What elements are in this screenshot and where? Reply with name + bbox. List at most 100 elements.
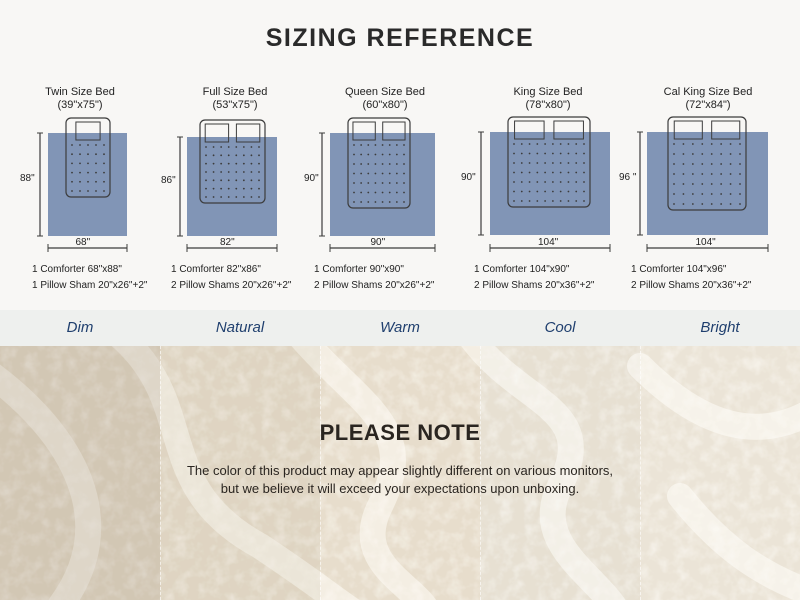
pillow-shape <box>352 121 376 141</box>
tuft-dot <box>513 200 515 202</box>
tuft-dot <box>95 153 97 156</box>
tuft-dot <box>353 163 355 165</box>
tone-label-dim: Dim <box>66 319 94 336</box>
comforter-shape <box>187 137 277 236</box>
tuft-dot <box>701 153 704 155</box>
tuft-dot <box>403 191 405 194</box>
tuft-dot <box>575 200 578 202</box>
tuft-dot <box>710 173 713 175</box>
tuft-dot <box>367 182 370 184</box>
bed-name: Cal King Size Bed <box>663 86 753 98</box>
tuft-dot <box>536 200 539 202</box>
tuft-dot <box>551 171 554 174</box>
tuft-dot <box>720 203 723 205</box>
note-heading: PLEASE NOTE <box>319 420 481 445</box>
tuft-dot <box>520 143 523 145</box>
tufted-texture <box>0 346 800 600</box>
tuft-dot <box>682 143 685 145</box>
tuft-dot <box>395 144 398 146</box>
tuft-dot <box>258 187 260 190</box>
tuft-dot <box>242 171 245 173</box>
tuft-dot <box>673 203 675 205</box>
tuft-dot <box>220 171 223 173</box>
page-title: SIZING REFERENCE <box>265 24 535 52</box>
tuft-dot <box>388 153 391 156</box>
tuft-dot <box>360 163 363 165</box>
tuft-dot <box>388 172 391 175</box>
tuft-dot <box>220 196 223 198</box>
tuft-dot <box>103 162 105 165</box>
tuft-dot <box>682 153 685 155</box>
tuft-dot <box>520 190 523 193</box>
tuft-dot <box>567 181 570 183</box>
tuft-dot <box>374 191 377 194</box>
tuft-dot <box>250 196 253 198</box>
tuft-dot <box>212 171 215 173</box>
tuft-dot <box>673 173 675 175</box>
bed-name: Twin Size Bed <box>45 86 115 98</box>
tuft-dot <box>374 144 377 146</box>
tuft-dot <box>544 190 547 193</box>
tuft-dot <box>701 163 704 165</box>
tuft-dot <box>258 162 260 165</box>
tuft-dot <box>520 181 523 183</box>
tuft-dot <box>227 196 230 198</box>
tuft-dot <box>95 171 97 174</box>
tuft-dot <box>575 152 578 155</box>
tuft-dot <box>583 152 585 155</box>
tuft-dot <box>583 162 585 164</box>
tuft-dot <box>79 162 81 165</box>
tuft-dot <box>227 179 230 182</box>
comforter-spec: 1 Comforter 68"x88" <box>32 264 122 275</box>
tuft-dot <box>528 162 531 164</box>
tuft-dot <box>79 190 81 192</box>
tuft-dot <box>729 153 732 155</box>
bed-outline <box>199 119 266 204</box>
tuft-dot <box>403 144 405 146</box>
tuft-dot <box>71 190 73 192</box>
tuft-dot <box>227 162 230 165</box>
tuft-dot <box>227 146 230 148</box>
height-label: 90" <box>461 171 476 183</box>
tuft-dot <box>87 190 89 192</box>
tuft-dot <box>353 182 355 184</box>
tuft-dot <box>381 191 384 194</box>
tuft-dot <box>673 153 675 155</box>
tuft-dot <box>691 163 694 165</box>
tuft-dot <box>87 162 89 165</box>
tuft-dot <box>258 196 260 198</box>
tuft-dot <box>720 153 723 155</box>
tuft-dot <box>701 173 704 175</box>
comforter-shape <box>647 132 768 235</box>
pillow-shape <box>75 121 101 141</box>
tuft-dot <box>103 180 105 183</box>
tuft-dot <box>367 144 370 146</box>
tuft-dot <box>567 152 570 155</box>
tuft-dot <box>374 172 377 175</box>
tuft-dot <box>739 193 741 195</box>
bed-size: (39"x75") <box>57 99 103 111</box>
comforter-spec: 1 Comforter 104"x90" <box>474 264 570 275</box>
tuft-dot <box>583 200 585 202</box>
width-label: 104" <box>695 237 716 248</box>
pillow-shape <box>514 120 545 140</box>
tuft-dot <box>205 146 207 148</box>
width-label: 82" <box>220 237 235 248</box>
tuft-dot <box>71 180 73 183</box>
tuft-dot <box>87 153 89 156</box>
bed-outline <box>65 117 111 198</box>
tuft-dot <box>710 183 713 185</box>
tuft-dot <box>583 181 585 183</box>
tuft-dot <box>95 190 97 192</box>
tuft-dot <box>403 182 405 184</box>
tuft-dot <box>367 201 370 203</box>
tuft-dot <box>367 191 370 194</box>
tuft-dot <box>95 144 97 146</box>
tuft-dot <box>528 200 531 202</box>
tuft-dot <box>739 203 741 205</box>
tuft-dot <box>720 143 723 145</box>
tuft-dot <box>559 162 562 164</box>
tuft-dot <box>367 172 370 175</box>
tuft-dot <box>250 187 253 190</box>
sham-spec: 2 Pillow Shams 20"x36"+2" <box>631 280 752 291</box>
